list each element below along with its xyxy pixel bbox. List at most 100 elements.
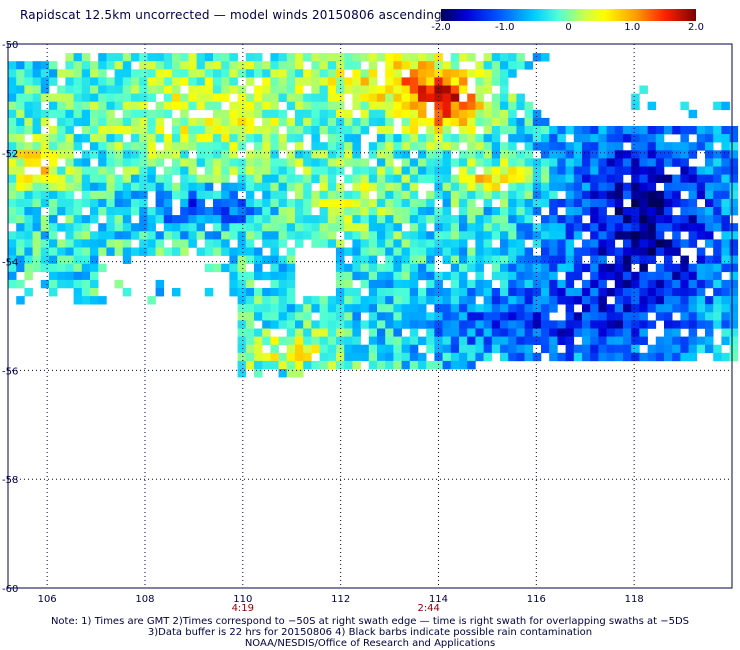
wind-cell <box>360 93 370 102</box>
wind-cell <box>49 198 58 208</box>
wind-cell <box>163 150 173 159</box>
wind-cell <box>377 174 386 183</box>
wind-cell <box>204 101 214 111</box>
wind-cell <box>631 174 640 183</box>
wind-cell <box>426 150 435 159</box>
wind-cell <box>155 61 165 70</box>
wind-cell <box>311 320 320 329</box>
wind-cell <box>262 320 271 329</box>
wind-cell <box>295 360 304 370</box>
wind-cell <box>90 93 99 102</box>
wind-cell <box>147 77 156 86</box>
wind-cell <box>270 126 279 135</box>
wind-cell <box>688 336 698 345</box>
wind-cell <box>221 190 230 200</box>
wind-cell <box>106 190 115 200</box>
wind-cell <box>131 150 140 159</box>
wind-cell <box>401 117 411 127</box>
wind-cell <box>8 231 17 240</box>
wind-cell <box>352 85 361 94</box>
wind-cell <box>508 117 517 127</box>
wind-cell <box>16 207 25 216</box>
wind-cell <box>639 134 648 143</box>
wind-cell <box>286 77 296 86</box>
wind-cell <box>237 263 247 273</box>
wind-cell <box>696 279 706 289</box>
wind-cell <box>24 190 33 200</box>
wind-cell <box>196 93 206 102</box>
wind-cell <box>524 336 534 345</box>
wind-cell <box>639 126 648 135</box>
wind-cell <box>262 215 271 224</box>
wind-cell <box>57 239 66 248</box>
wind-cell <box>508 215 517 224</box>
wind-cell <box>24 142 33 151</box>
wind-cell <box>565 255 575 264</box>
wind-cell <box>598 207 607 216</box>
wind-cell <box>352 53 361 62</box>
wind-cell <box>319 101 329 111</box>
wind-cell <box>590 328 599 337</box>
wind-cell <box>237 61 247 70</box>
wind-cell <box>606 142 616 151</box>
wind-cell <box>672 239 681 248</box>
wind-cell <box>16 142 25 151</box>
wind-cell <box>98 296 107 305</box>
wind-cell <box>32 247 42 256</box>
wind-cell <box>49 279 58 289</box>
wind-cell <box>352 255 361 264</box>
wind-cell <box>73 263 83 273</box>
wind-cell <box>336 61 345 70</box>
wind-cell <box>696 182 706 192</box>
wind-cell <box>483 109 493 119</box>
wind-cell <box>565 174 575 183</box>
wind-cell <box>131 77 140 86</box>
wind-cell <box>705 215 714 224</box>
wind-cell <box>122 231 132 240</box>
wind-cell <box>204 85 214 94</box>
wind-cell <box>336 215 345 224</box>
wind-cell <box>286 328 296 337</box>
wind-cell <box>729 336 739 345</box>
wind-cell <box>541 150 550 159</box>
wind-cell <box>418 255 427 264</box>
wind-cell <box>327 61 337 70</box>
wind-cell <box>344 61 353 70</box>
wind-cell <box>598 126 607 135</box>
wind-cell <box>729 158 739 167</box>
plot-frame <box>7 43 733 589</box>
wind-cell <box>114 142 124 151</box>
wind-cell <box>483 352 493 362</box>
wind-cell <box>352 207 361 216</box>
wind-cell <box>434 101 443 111</box>
wind-cell <box>401 312 411 321</box>
wind-cell <box>73 117 83 127</box>
wind-cell <box>467 93 476 102</box>
wind-cell <box>262 198 271 208</box>
wind-cell <box>385 142 394 151</box>
wind-cell <box>270 288 279 297</box>
wind-cell <box>491 296 501 305</box>
wind-cell <box>237 320 247 329</box>
wind-cell <box>147 61 156 70</box>
wind-cell <box>393 263 402 273</box>
wind-cell <box>516 101 525 111</box>
wind-cell <box>541 271 550 281</box>
wind-cell <box>459 231 468 240</box>
wind-cell <box>647 215 657 224</box>
wind-cell <box>450 223 460 232</box>
wind-cell <box>303 101 312 111</box>
wind-cell <box>442 360 452 370</box>
wind-cell <box>172 53 181 62</box>
wind-cell <box>442 352 452 362</box>
wind-cell <box>573 198 583 208</box>
wind-cell <box>262 190 271 200</box>
wind-cell <box>16 61 25 70</box>
wind-cell <box>393 352 402 362</box>
wind-cell <box>721 207 730 216</box>
wind-cell <box>245 134 255 143</box>
wind-cell <box>573 247 583 256</box>
wind-cell <box>327 360 337 370</box>
wind-cell <box>614 190 624 200</box>
wind-cell <box>573 255 583 264</box>
